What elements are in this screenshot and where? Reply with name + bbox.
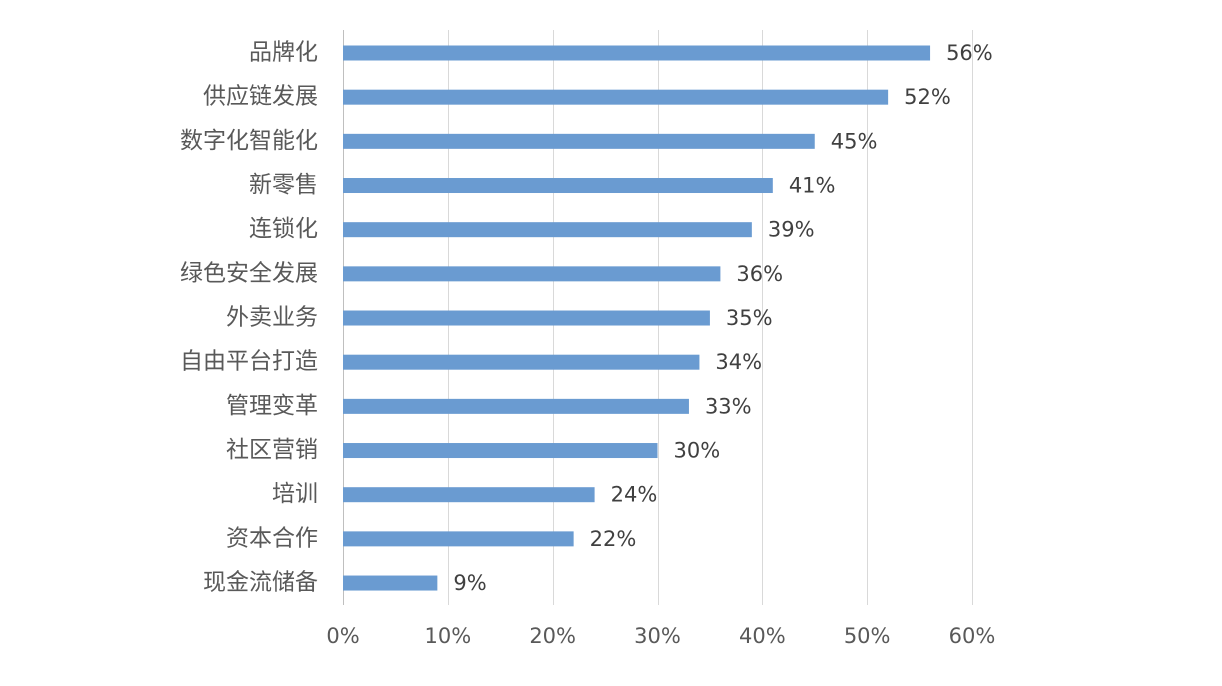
x-tick-label: 10% xyxy=(424,624,471,648)
category-label: 绿色安全发展 xyxy=(180,260,318,286)
category-label: 培训 xyxy=(272,481,318,507)
category-label: 外卖业务 xyxy=(226,305,318,331)
x-tick-label: 0% xyxy=(326,624,359,648)
value-label: 35% xyxy=(726,306,773,330)
category-label: 管理变革 xyxy=(226,393,318,419)
value-label: 33% xyxy=(705,394,752,418)
bar xyxy=(343,133,815,149)
bar xyxy=(343,222,752,238)
bar xyxy=(343,398,689,414)
x-tick-label: 30% xyxy=(634,624,681,648)
bar xyxy=(343,354,700,370)
bar xyxy=(343,45,931,61)
category-label: 供应链发展 xyxy=(203,84,318,110)
x-tick-labels: 0% 10% 20% 30% 40% 50% 60% xyxy=(326,624,995,648)
x-tick-label: 40% xyxy=(739,624,786,648)
x-tick-label: 50% xyxy=(844,624,891,648)
value-label: 34% xyxy=(715,350,762,374)
category-label: 品牌化 xyxy=(249,40,318,66)
value-label: 39% xyxy=(768,218,815,242)
category-label: 社区营销 xyxy=(226,437,318,463)
category-labels: 品牌化供应链发展数字化智能化新零售连锁化绿色安全发展外卖业务自由平台打造管理变革… xyxy=(180,40,318,596)
bar xyxy=(343,487,595,503)
value-label: 45% xyxy=(831,129,878,153)
value-labels: 56% 52% 45% 41% 39% 36% 35% 34% 33% 30% 24% 22% 9% xyxy=(453,41,992,595)
bar xyxy=(343,531,574,547)
category-label: 连锁化 xyxy=(249,216,318,242)
value-label: 41% xyxy=(789,174,836,198)
bar xyxy=(343,310,710,326)
bars xyxy=(343,45,931,591)
value-label: 22% xyxy=(590,527,637,551)
category-label: 新零售 xyxy=(249,172,318,198)
bar xyxy=(343,178,773,194)
value-label: 24% xyxy=(611,483,658,507)
x-tick-label: 20% xyxy=(529,624,576,648)
x-tick-label: 60% xyxy=(949,624,996,648)
bar xyxy=(343,266,721,282)
value-label: 9% xyxy=(453,571,486,595)
bar xyxy=(343,89,889,105)
bar xyxy=(343,443,658,459)
value-label: 30% xyxy=(674,439,721,463)
category-label: 自由平台打造 xyxy=(180,349,318,375)
category-label: 资本合作 xyxy=(226,525,318,551)
category-label: 数字化智能化 xyxy=(180,128,318,154)
value-label: 52% xyxy=(904,85,951,109)
value-label: 36% xyxy=(736,262,783,286)
bar xyxy=(343,575,438,591)
value-label: 56% xyxy=(946,41,993,65)
category-label: 现金流储备 xyxy=(203,570,318,596)
